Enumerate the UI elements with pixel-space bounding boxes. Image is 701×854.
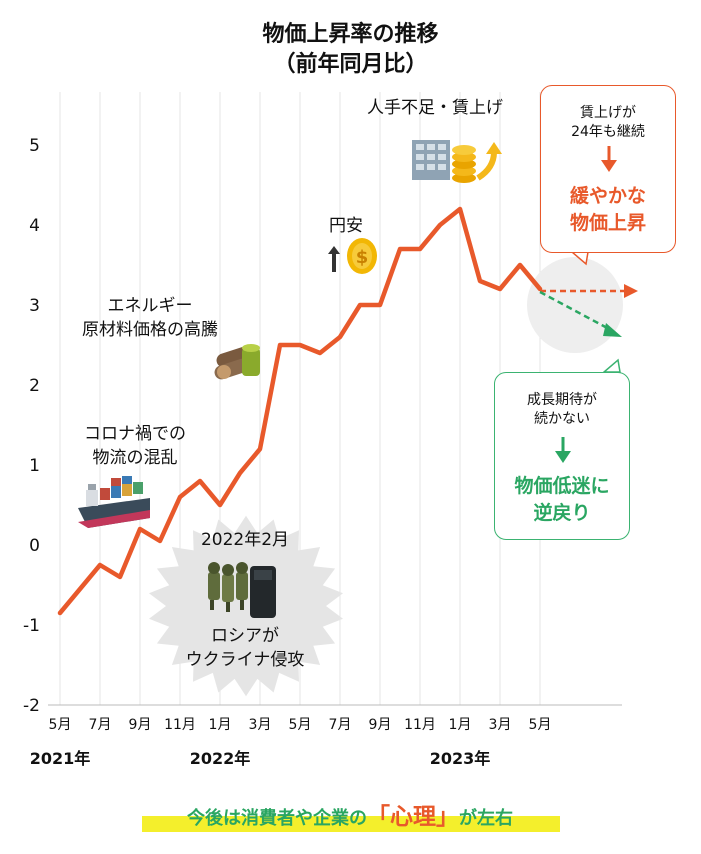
annotation-labor: 人手不足・賃上げ xyxy=(367,98,503,118)
footer-keyword: 「心理」 xyxy=(367,804,459,830)
year-label: 2023年 xyxy=(430,749,491,768)
building-coins-icon xyxy=(412,140,502,183)
x-tick-label: 7月 xyxy=(329,717,352,733)
annotation-yen: 円安 xyxy=(329,216,363,236)
chart-title: 物価上昇率の推移 xyxy=(262,22,439,47)
chart-subtitle: （前年同月比） xyxy=(273,52,428,77)
annotation-russia: ロシアが ウクライナ侵攻 xyxy=(185,626,305,670)
y-tick-label: 4 xyxy=(29,216,40,236)
footer-pre: 今後は消費者や企業の xyxy=(187,808,367,829)
x-tick-label: 9月 xyxy=(369,717,392,733)
year-label: 2022年 xyxy=(190,749,251,768)
footer-post: が左右 xyxy=(459,808,513,829)
annotation-russia-date: 2022年2月 xyxy=(200,530,290,550)
forecast-arrowhead-down xyxy=(603,323,622,337)
x-tick-label: 11月 xyxy=(404,717,436,733)
footer-caption: 今後は消費者や企業の「心理」が左右 xyxy=(120,800,580,836)
x-axis: 5月 7月 9月 11月 1月 3月 5月 7月 9月 11月 1月 3月 5月 2021年 2022年 20… xyxy=(30,717,552,768)
x-tick-label: 11月 xyxy=(164,717,196,733)
logs-icon xyxy=(214,344,260,380)
y-tick-label: 3 xyxy=(29,296,40,316)
annotation-energy: エネルギー 原材料価格の高騰 xyxy=(82,296,218,340)
forecast-arrow-down xyxy=(539,290,612,332)
footer-highlight xyxy=(142,816,560,832)
yen-coin-icon: $ xyxy=(328,238,377,274)
callout-growth-expectation: 成長期待が 続かない 物価低迷に 逆戻り xyxy=(494,372,630,540)
soldiers-icon xyxy=(208,562,276,618)
forecast-circle xyxy=(527,257,623,353)
forecast-arrowhead-up xyxy=(624,284,638,298)
year-label: 2021年 xyxy=(30,749,91,768)
x-tick-label: 3月 xyxy=(489,717,512,733)
x-tick-label: 1月 xyxy=(209,717,232,733)
annotation-covid: コロナ禍での 物流の混乱 xyxy=(84,424,186,468)
x-tick-label: 5月 xyxy=(289,717,312,733)
russia-starburst xyxy=(149,515,343,697)
callout-wage-growth: 賃上げが 24年も継続 緩やかな 物価上昇 xyxy=(540,85,676,253)
y-tick-label: 2 xyxy=(29,376,40,396)
x-tick-label: 3月 xyxy=(249,717,272,733)
arrow-down-icon xyxy=(555,437,571,463)
x-tick-label: 5月 xyxy=(49,717,72,733)
svg-text:$: $ xyxy=(356,247,369,268)
y-axis: 5 4 3 2 1 0 -1 -2 xyxy=(23,136,622,716)
x-tick-label: 7月 xyxy=(89,717,112,733)
x-tick-label: 9月 xyxy=(129,717,152,733)
x-tick-label: 1月 xyxy=(449,717,472,733)
y-tick-label: -1 xyxy=(23,616,40,636)
arrow-down-icon xyxy=(601,146,617,172)
y-tick-label: -2 xyxy=(23,696,40,716)
cargo-ship-icon xyxy=(78,476,150,528)
y-tick-label: 0 xyxy=(29,536,40,556)
y-tick-label: 1 xyxy=(29,456,40,476)
callout-green-tail xyxy=(601,358,621,373)
y-tick-label: 5 xyxy=(29,136,40,156)
x-tick-label: 5月 xyxy=(529,717,552,733)
